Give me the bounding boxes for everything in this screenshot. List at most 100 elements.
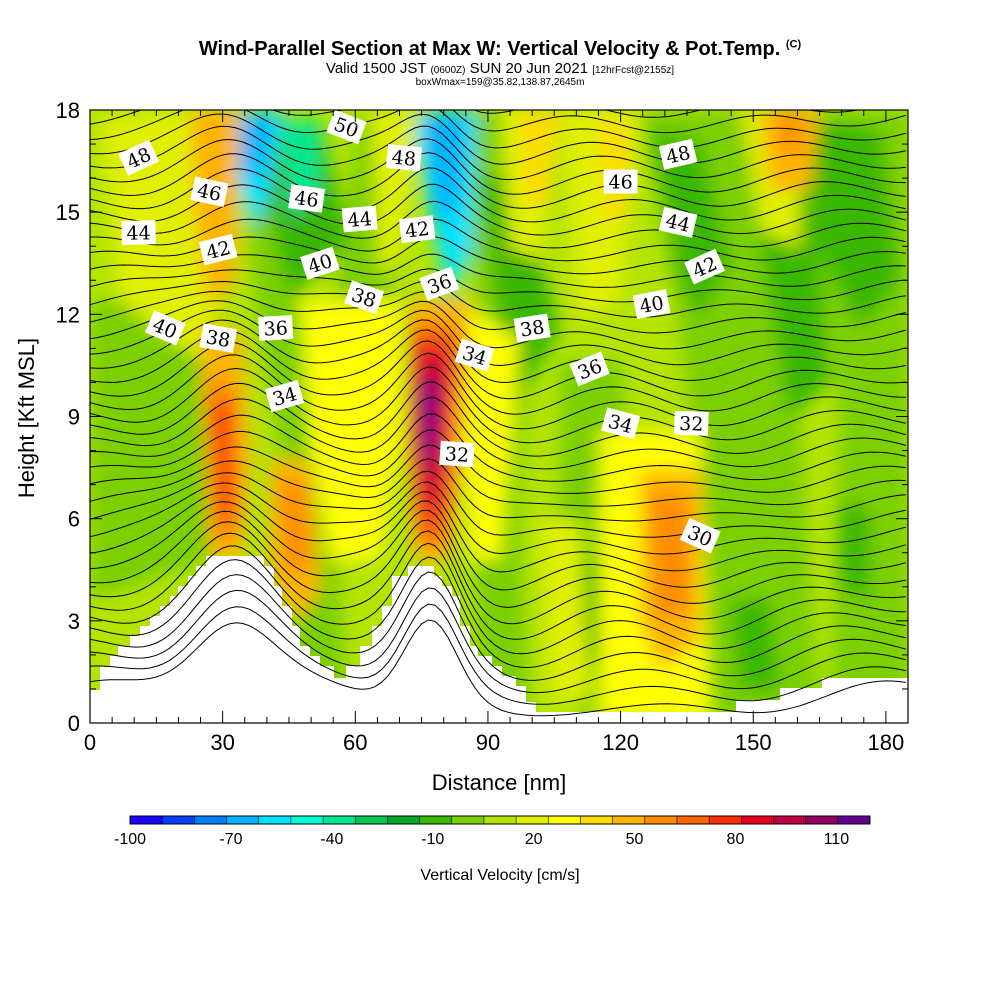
theta-contour-line xyxy=(90,458,906,522)
colorbar-swatch xyxy=(676,816,710,824)
contour-label: 48 xyxy=(658,138,698,170)
colorbar-swatch xyxy=(773,816,806,824)
colorbar-swatch xyxy=(451,816,485,824)
theta-contour-line xyxy=(90,381,906,457)
theta-contour-line xyxy=(90,300,906,350)
theta-contour-line xyxy=(473,110,861,118)
theta-contour-line xyxy=(90,352,906,430)
colorbar-swatch xyxy=(130,816,163,824)
colorbar-label: Vertical Velocity [cm/s] xyxy=(420,867,579,884)
colorbar-swatch xyxy=(805,816,839,824)
contour-label-text: 36 xyxy=(263,317,288,340)
colorbar-tick-label: -70 xyxy=(219,831,242,848)
contour-label-text: 32 xyxy=(444,443,470,467)
contour-label-box xyxy=(439,440,475,468)
colorbar-tick-label: 110 xyxy=(824,831,850,848)
theta-contour-line xyxy=(90,587,906,694)
contour-label-box xyxy=(264,379,305,413)
contour-label-box xyxy=(419,266,460,301)
theta-contour-line xyxy=(90,542,906,655)
contour-label-text: 46 xyxy=(195,179,223,206)
chart-title: Wind-Parallel Section at Max W: Vertical… xyxy=(198,38,802,60)
theta-contour-line xyxy=(90,319,906,383)
colorbar-swatch xyxy=(709,816,742,824)
x-tick-label: 90 xyxy=(476,730,500,755)
contour-label-text: 42 xyxy=(404,218,431,243)
y-tick-label: 18 xyxy=(56,98,80,123)
contour-label: 32 xyxy=(673,410,709,436)
contour-label-box xyxy=(190,176,229,208)
contour-label: 48 xyxy=(385,143,423,172)
contour-label-text: 44 xyxy=(664,210,693,237)
colorbar: -100 -70 -40 -10 20 50 80 110 xyxy=(114,815,871,848)
contour-label: 38 xyxy=(513,313,551,343)
contour-label-text: 46 xyxy=(609,172,633,194)
colorbar-tick-label: -10 xyxy=(421,831,444,848)
colorbar-swatch xyxy=(644,816,678,824)
colorbar-tick-label: 20 xyxy=(525,831,543,848)
x-tick-label: 180 xyxy=(868,730,905,755)
contour-label-box xyxy=(258,315,294,341)
chart-subtitle: Valid 1500 JST (0600Z) SUN 20 Jun 2021 [… xyxy=(325,60,675,77)
colorbar-swatch xyxy=(355,816,388,824)
colorbar-swatch xyxy=(516,816,549,824)
theta-contour-line xyxy=(90,530,906,640)
colorbar-tick-label: 80 xyxy=(727,831,745,848)
contour-label-box xyxy=(601,407,641,440)
contour-label-box xyxy=(658,138,698,170)
contour-label: 46 xyxy=(288,184,326,213)
colorbar-tick-label: -40 xyxy=(320,831,343,848)
contour-label: 34 xyxy=(264,379,305,413)
contour-label-text: 48 xyxy=(391,146,417,170)
theta-contour-line xyxy=(90,413,906,482)
colorbar-swatch xyxy=(226,816,259,824)
contour-label: 42 xyxy=(198,233,238,266)
contour-label-box xyxy=(454,338,495,372)
contour-label: 44 xyxy=(121,220,156,245)
theta-contour-line xyxy=(90,571,906,681)
colorbar-tick-label: 50 xyxy=(626,831,644,848)
contour-label-text: 38 xyxy=(519,316,546,342)
colorbar-swatch xyxy=(419,816,453,824)
contour-label-box xyxy=(144,310,186,346)
colorbar-swatch xyxy=(194,816,227,824)
contour-label-box xyxy=(603,169,638,194)
theta-contour-line xyxy=(90,603,906,705)
contour-label-text: 38 xyxy=(204,326,232,352)
contour-label-text: 44 xyxy=(347,208,373,232)
contour-label-box xyxy=(679,517,721,554)
y-tick-label: 15 xyxy=(56,200,80,225)
contour-label: 40 xyxy=(632,289,671,320)
contour-label-box xyxy=(684,248,726,285)
contour-label-box xyxy=(326,109,367,145)
contour-label-box xyxy=(118,139,160,176)
terrain xyxy=(90,556,908,723)
contour-label: 44 xyxy=(658,206,698,238)
contour-label-box xyxy=(658,206,698,238)
theta-contour-line xyxy=(90,500,906,591)
x-tick-label: 150 xyxy=(735,730,772,755)
theta-contour-line xyxy=(90,366,906,444)
theta-contour-line xyxy=(90,110,906,134)
contour-label-box xyxy=(199,323,238,353)
x-axis: 0 30 60 90 120 150 180 xyxy=(84,110,904,755)
chart-boxline: boxWmax=159@35.82,138.87,2645m xyxy=(415,77,585,88)
x-tick-label: 0 xyxy=(84,730,96,755)
theta-contour-line xyxy=(90,138,906,195)
colorbar-swatch xyxy=(612,816,646,824)
contour-label-box xyxy=(632,289,671,320)
contour-label: 42 xyxy=(398,215,436,244)
theta-contour-line xyxy=(90,519,906,625)
x-tick-label: 60 xyxy=(343,730,367,755)
contour-label-box xyxy=(341,205,378,233)
theta-contour-line xyxy=(90,110,906,149)
y-tick-label: 0 xyxy=(68,711,80,736)
colorbar-swatch xyxy=(290,816,324,824)
theta-contour-line xyxy=(90,113,906,165)
contour-label: 46 xyxy=(190,176,229,208)
x-tick-label: 120 xyxy=(602,730,639,755)
colorbar-swatch xyxy=(323,816,356,824)
